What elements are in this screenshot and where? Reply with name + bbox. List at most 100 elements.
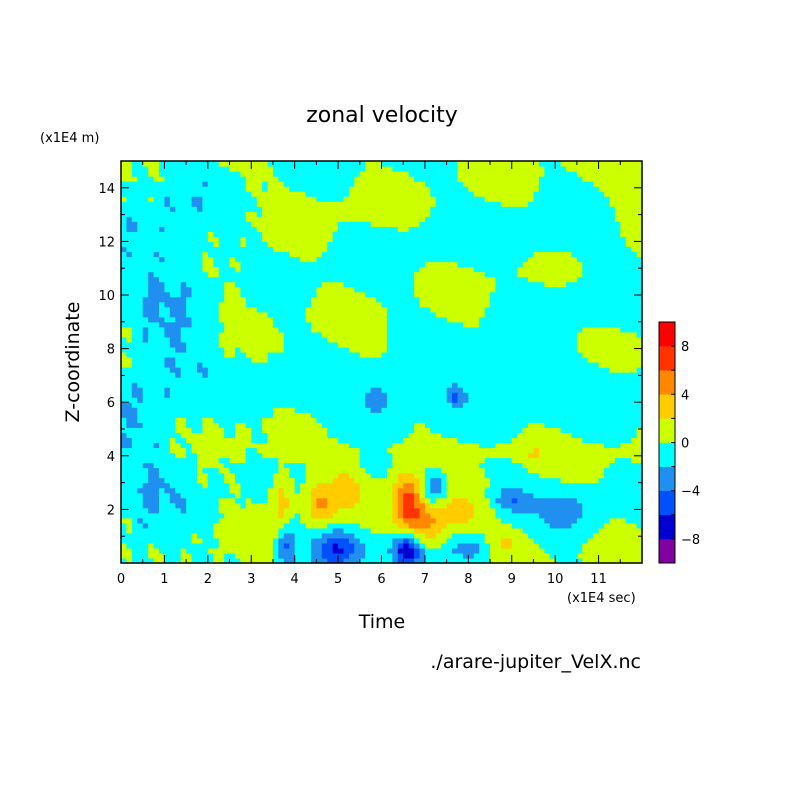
heatmap-cell bbox=[582, 346, 589, 353]
heatmap-cell bbox=[414, 301, 421, 308]
heatmap-cell bbox=[196, 387, 204, 393]
heatmap-cell bbox=[294, 372, 301, 378]
heatmap-cell bbox=[327, 487, 334, 494]
heatmap-cell bbox=[522, 412, 529, 418]
heatmap-cell bbox=[164, 402, 171, 408]
heatmap-cell bbox=[186, 321, 193, 328]
heatmap-cell bbox=[169, 517, 176, 524]
heatmap-cell bbox=[446, 497, 453, 504]
heatmap-cell bbox=[202, 557, 209, 564]
heatmap-cell bbox=[500, 472, 507, 479]
heatmap-cell bbox=[348, 336, 355, 343]
heatmap-cell bbox=[414, 537, 421, 544]
heatmap-cell bbox=[484, 367, 491, 373]
heatmap-cell bbox=[576, 487, 583, 494]
heatmap-cell bbox=[365, 547, 372, 554]
heatmap-cell bbox=[142, 512, 149, 519]
heatmap-cell bbox=[625, 412, 632, 418]
heatmap-cell bbox=[397, 392, 404, 398]
heatmap-cell bbox=[490, 407, 497, 413]
heatmap-cell bbox=[414, 412, 421, 418]
heatmap-cell bbox=[142, 477, 149, 484]
heatmap-cell bbox=[555, 397, 562, 403]
heatmap-cell bbox=[213, 422, 220, 428]
heatmap-cell bbox=[354, 427, 361, 433]
heatmap-cell bbox=[272, 382, 279, 388]
heatmap-cell bbox=[240, 457, 247, 464]
heatmap-cell bbox=[158, 492, 166, 499]
heatmap-cell bbox=[566, 372, 573, 378]
heatmap-cell bbox=[555, 487, 562, 494]
heatmap-cell bbox=[457, 392, 464, 398]
heatmap-cell bbox=[294, 321, 301, 328]
heatmap-cell bbox=[495, 351, 502, 358]
heatmap-cell bbox=[631, 467, 638, 474]
heatmap-cell bbox=[164, 377, 171, 383]
heatmap-cell bbox=[484, 557, 491, 564]
heatmap-cell bbox=[566, 402, 573, 408]
heatmap-cell bbox=[148, 532, 155, 539]
heatmap-cell bbox=[593, 301, 600, 308]
heatmap-cell bbox=[549, 301, 556, 308]
heatmap-cell bbox=[571, 502, 578, 509]
heatmap-cell bbox=[137, 542, 144, 549]
heatmap-cell bbox=[555, 387, 562, 393]
heatmap-cell bbox=[359, 457, 366, 464]
heatmap-cell bbox=[289, 522, 296, 529]
heatmap-cell bbox=[419, 311, 426, 318]
heatmap-cell bbox=[582, 507, 589, 514]
heatmap-cell bbox=[251, 527, 258, 534]
heatmap-cell bbox=[148, 467, 155, 474]
heatmap-cell bbox=[468, 442, 475, 449]
heatmap-cell bbox=[234, 447, 241, 454]
heatmap-cell bbox=[604, 367, 611, 373]
heatmap-cell bbox=[126, 492, 133, 499]
heatmap-cell bbox=[381, 341, 388, 348]
heatmap-cell bbox=[571, 462, 578, 469]
heatmap-cell bbox=[533, 497, 540, 504]
heatmap-cell bbox=[207, 427, 214, 433]
heatmap-cell bbox=[587, 377, 594, 383]
heatmap-cell bbox=[593, 311, 600, 318]
heatmap-cell bbox=[506, 477, 513, 484]
heatmap-cell bbox=[338, 497, 345, 504]
heatmap-cell bbox=[500, 517, 507, 524]
heatmap-cell bbox=[218, 442, 225, 449]
heatmap-cell bbox=[256, 522, 263, 529]
heatmap-cell bbox=[403, 387, 410, 393]
heatmap-cell bbox=[403, 417, 410, 423]
heatmap-cell bbox=[479, 502, 486, 509]
heatmap-cell bbox=[408, 557, 415, 564]
heatmap-cell bbox=[576, 497, 583, 504]
heatmap-cell bbox=[256, 547, 263, 554]
heatmap-cell bbox=[300, 477, 307, 484]
heatmap-cell bbox=[376, 341, 383, 348]
heatmap-cell bbox=[354, 482, 361, 489]
heatmap-cell bbox=[153, 507, 160, 514]
heatmap-cell bbox=[338, 356, 345, 363]
heatmap-cell bbox=[511, 356, 518, 363]
heatmap-cell bbox=[609, 326, 616, 333]
heatmap-cell bbox=[381, 427, 388, 433]
heatmap-cell bbox=[126, 532, 133, 539]
heatmap-cell bbox=[278, 432, 285, 438]
heatmap-cell bbox=[131, 542, 138, 549]
heatmap-cell bbox=[604, 472, 611, 479]
heatmap-cell bbox=[528, 502, 535, 509]
heatmap-cell bbox=[604, 427, 611, 433]
heatmap-cell bbox=[533, 537, 540, 544]
heatmap-cell bbox=[408, 397, 415, 403]
heatmap-cell bbox=[278, 537, 285, 544]
heatmap-cell bbox=[544, 557, 551, 564]
heatmap-cell bbox=[316, 462, 323, 469]
heatmap-cell bbox=[582, 351, 589, 358]
heatmap-cell bbox=[153, 331, 160, 338]
heatmap-cell bbox=[354, 467, 361, 474]
heatmap-cell bbox=[490, 442, 497, 449]
heatmap-cell bbox=[506, 427, 513, 433]
heatmap-cell bbox=[468, 482, 475, 489]
heatmap-cell bbox=[479, 487, 486, 494]
heatmap-cell bbox=[614, 462, 621, 469]
heatmap-cell bbox=[446, 477, 453, 484]
heatmap-cell bbox=[354, 517, 361, 524]
